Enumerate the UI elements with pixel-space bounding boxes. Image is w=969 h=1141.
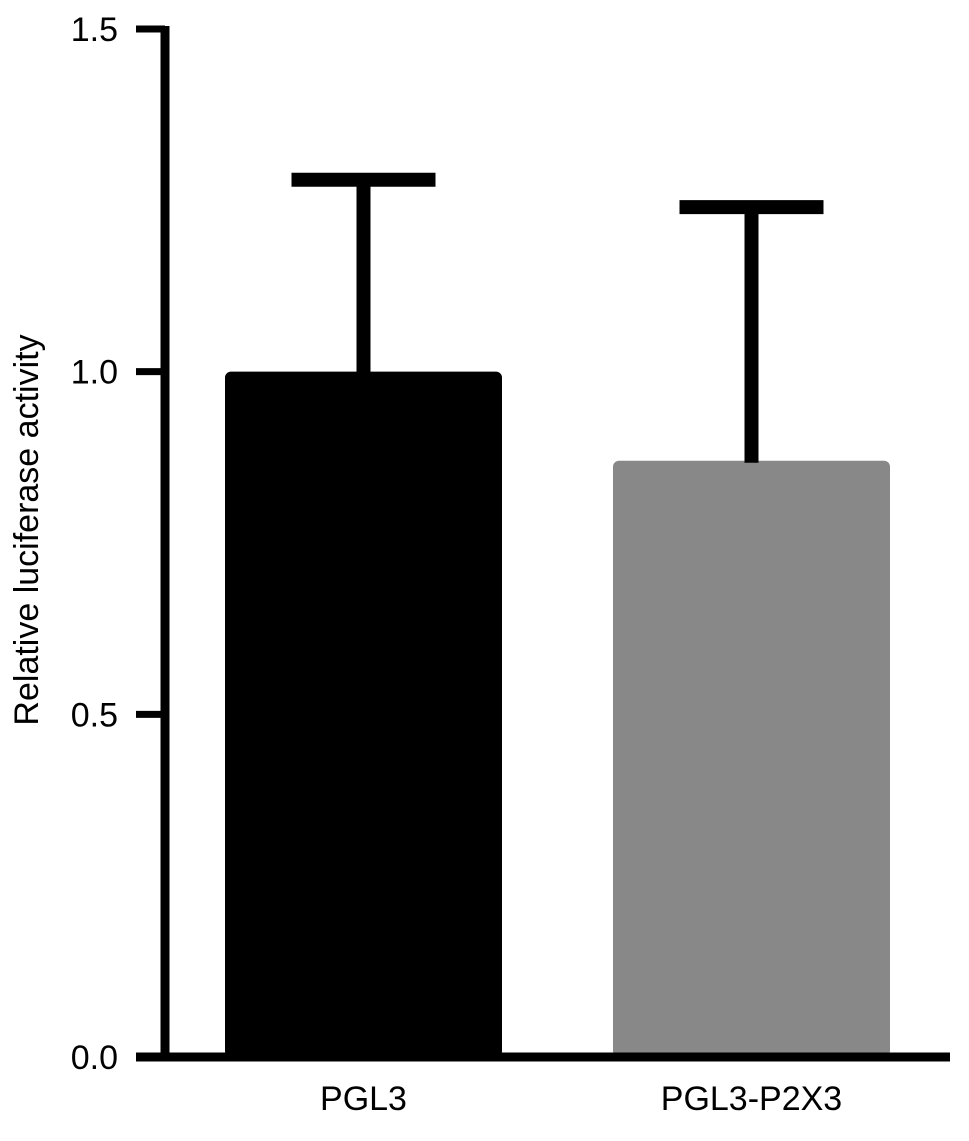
axes-group [136, 26, 950, 1062]
y-tick-label-4: 1.5 [71, 11, 118, 49]
y-axis-title: Relative luciferase activity [8, 334, 46, 725]
bars-group [225, 371, 890, 1058]
y-tick-label-1: 0.0 [71, 1039, 118, 1077]
x-labels-group: PGL3 PGL3-P2X3 [320, 1080, 842, 1118]
y-tick-label-2: 0.5 [71, 696, 118, 734]
y-tick-label-3: 1.0 [71, 354, 118, 392]
bar-1 [225, 371, 502, 1058]
x-category-label-2: PGL3-P2X3 [661, 1080, 842, 1118]
error-bars-group [291, 172, 824, 463]
y-ticks-group: 0.0 0.5 1.0 1.5 [71, 11, 165, 1077]
x-category-label-1: PGL3 [320, 1080, 407, 1118]
bar-2 [613, 460, 890, 1057]
